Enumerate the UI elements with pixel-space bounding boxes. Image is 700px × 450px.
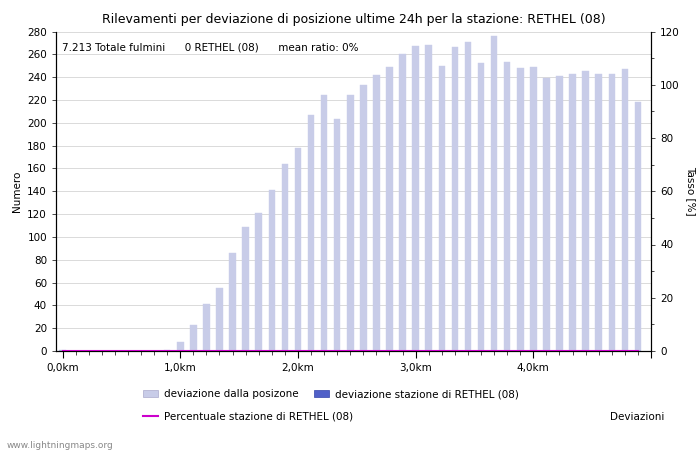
Bar [164,350,170,351]
Bar [360,85,367,351]
Title: Rilevamenti per deviazione di posizione ultime 24h per la stazione: RETHEL (08): Rilevamenti per deviazione di posizione … [102,13,606,26]
Bar [295,148,301,351]
Bar [321,95,328,351]
Bar [242,227,249,351]
Bar [308,115,314,351]
Bar [582,72,589,351]
Bar [230,253,236,351]
Y-axis label: Tasso [%]: Tasso [%] [687,166,696,216]
Bar [334,119,340,351]
Text: Deviazioni: Deviazioni [610,412,664,422]
Bar [438,66,445,351]
Text: www.lightningmaps.org: www.lightningmaps.org [7,441,113,450]
Bar [477,63,484,351]
Bar [347,95,354,351]
Bar [386,67,393,351]
Bar [465,42,471,351]
Bar [190,325,197,351]
Bar [373,75,379,351]
Bar [60,350,66,351]
Bar [177,342,183,351]
Bar [412,46,419,351]
Bar [556,76,563,351]
Text: 7.213 Totale fulmini      0 RETHEL (08)      mean ratio: 0%: 7.213 Totale fulmini 0 RETHEL (08) mean … [62,43,358,53]
Bar [635,102,641,351]
Bar [596,74,602,351]
Bar [530,67,537,351]
Y-axis label: Numero: Numero [12,171,22,212]
Bar [491,36,497,351]
Bar [569,74,576,351]
Bar [622,69,628,351]
Bar [452,48,458,351]
Bar [608,74,615,351]
Bar [426,45,432,351]
Bar [504,62,510,351]
Bar [543,78,550,351]
Bar [517,68,524,351]
Bar [269,190,275,351]
Bar [399,54,406,351]
Bar [256,213,262,351]
Bar [281,164,288,351]
Bar [216,288,223,351]
Bar [203,304,210,351]
Legend: Percentuale stazione di RETHEL (08): Percentuale stazione di RETHEL (08) [139,407,357,426]
